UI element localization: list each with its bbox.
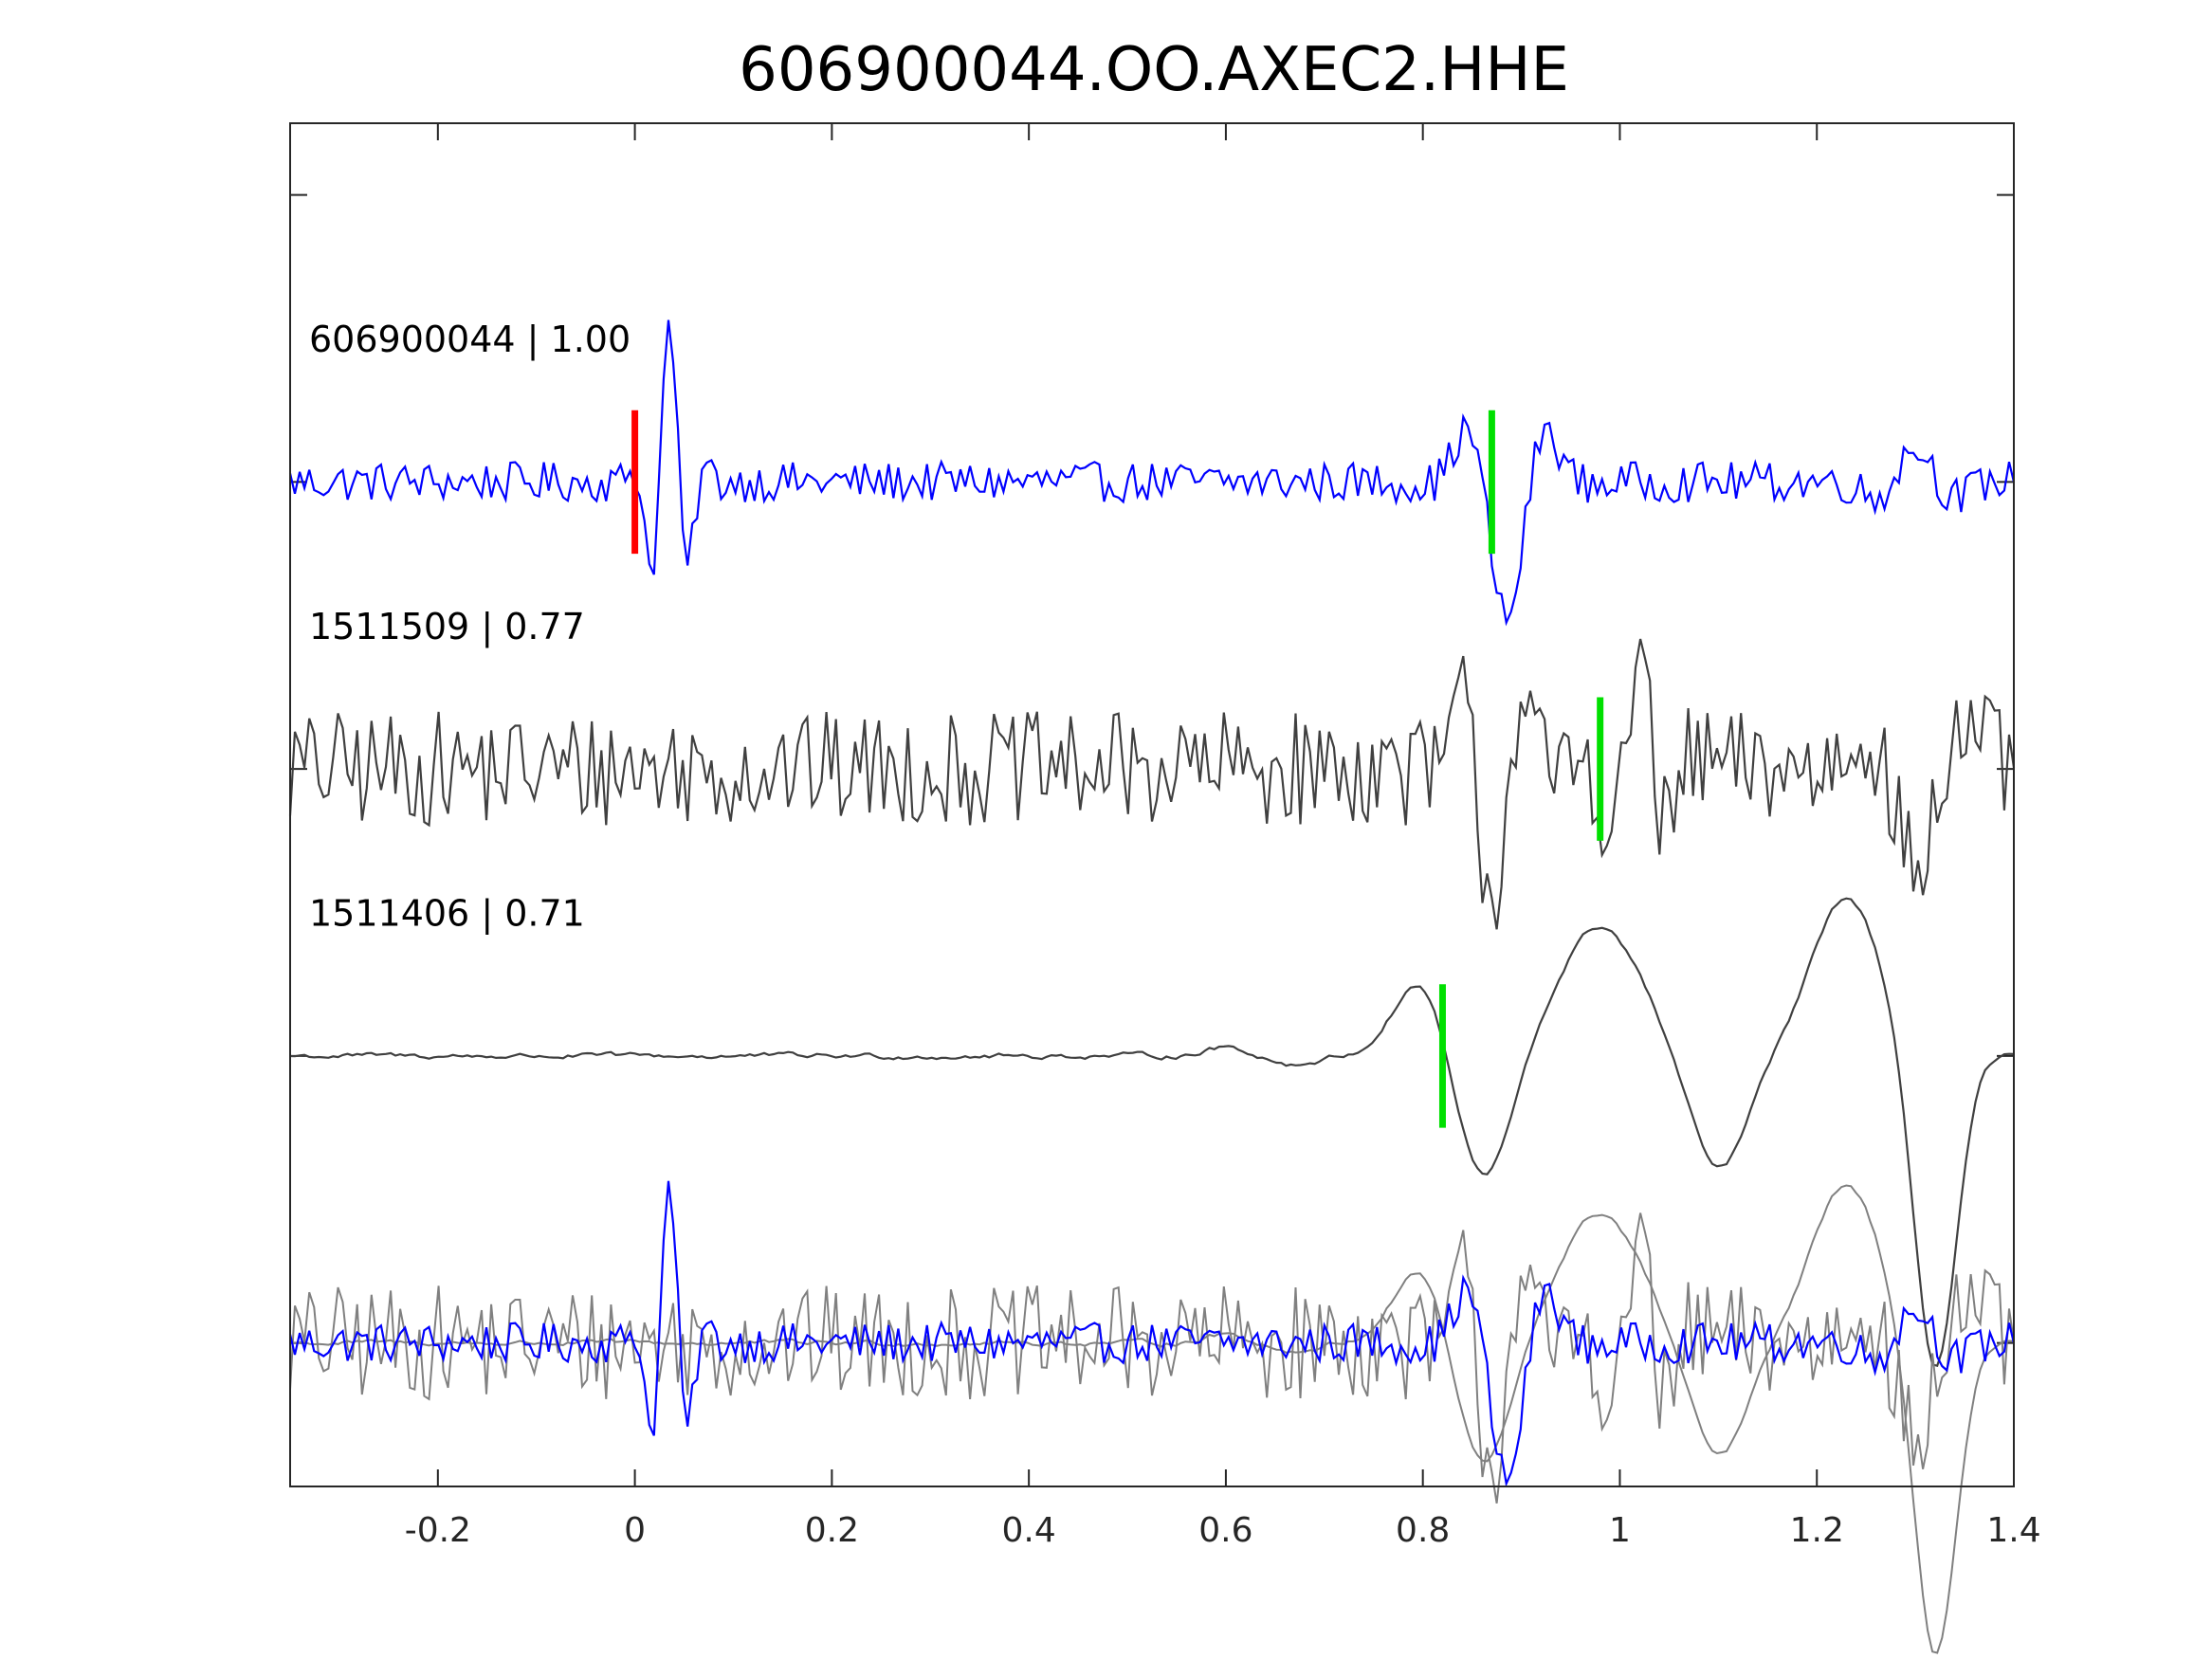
trace-label: 606900044 | 1.00 xyxy=(309,319,631,361)
trace-label: 1511406 | 0.71 xyxy=(309,893,585,936)
trace-label: 1511509 | 0.77 xyxy=(309,606,585,648)
x-tick-label: 0.8 xyxy=(1396,1511,1450,1550)
x-tick-label: -0.2 xyxy=(405,1511,471,1550)
series-line xyxy=(289,897,2015,1368)
series-line xyxy=(288,319,2016,627)
series-line xyxy=(288,638,2016,930)
axes-frame xyxy=(289,122,2015,1487)
chart-title: 606900044.OO.AXEC2.HHE xyxy=(739,35,1569,105)
x-axis-ticks: -0.2 0 0.2 0.4 0.6 0.8 1 1.2 1.4 xyxy=(405,123,2041,1550)
x-tick-label: 0.6 xyxy=(1198,1511,1252,1550)
x-tick-label: 1.2 xyxy=(1790,1511,1844,1550)
overlay-series-line xyxy=(289,1212,2015,1504)
x-tick-label: 0.4 xyxy=(1002,1511,1056,1550)
x-tick-label: 1 xyxy=(1609,1511,1631,1550)
phase-picks xyxy=(631,410,1604,1128)
trace-labels: 606900044 | 1.00 1511509 | 0.77 1511406 | … xyxy=(309,319,631,935)
overlay-traces xyxy=(288,1180,2016,1654)
overlay-series-line xyxy=(288,1180,2016,1487)
x-tick-label: 1.4 xyxy=(1986,1511,2040,1550)
traces xyxy=(288,319,2016,1368)
x-tick-label: 0.2 xyxy=(805,1511,859,1550)
x-tick-label: 0 xyxy=(624,1511,646,1550)
